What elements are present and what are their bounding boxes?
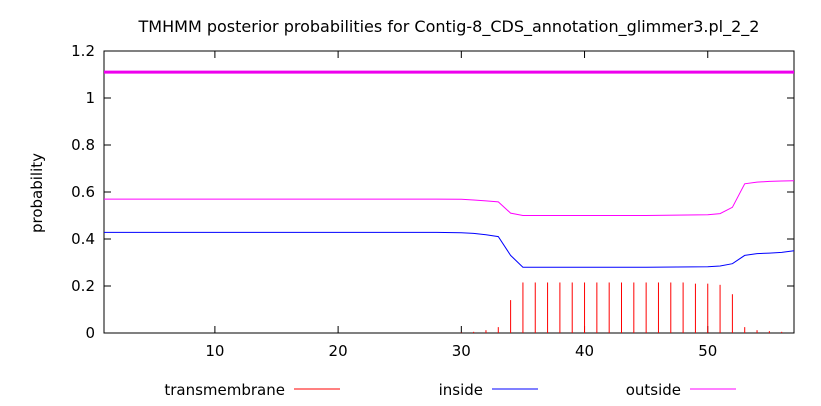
y-tick-label: 0.8	[71, 136, 95, 154]
series-line-outside	[104, 180, 795, 216]
legend-label-transmembrane: transmembrane	[164, 381, 285, 399]
y-tick-label: 1	[85, 89, 95, 107]
y-tick-label: 0.4	[71, 230, 95, 248]
plot-frame	[103, 50, 795, 334]
y-tick-label: 0.2	[71, 277, 95, 295]
legend: transmembrane inside outside	[164, 381, 736, 399]
x-tick-label: 10	[205, 342, 224, 360]
x-tick-label: 20	[329, 342, 348, 360]
y-axis-label: probability	[28, 153, 46, 233]
y-tick-label: 0	[85, 324, 95, 342]
chart-title: TMHMM posterior probabilities for Contig…	[138, 17, 760, 37]
legend-label-outside: outside	[626, 381, 681, 399]
plot-area: 0 0.2 0.4 0.6 0.8 1 1.2 10 20 30 40 50	[71, 42, 795, 360]
x-tick-label: 40	[575, 342, 594, 360]
y-tick-label: 1.2	[71, 42, 95, 60]
x-tick-label: 50	[698, 342, 717, 360]
y-tick-label: 0.6	[71, 183, 95, 201]
x-tick-label: 30	[452, 342, 471, 360]
series-line-inside	[104, 231, 795, 268]
legend-label-inside: inside	[439, 381, 483, 399]
